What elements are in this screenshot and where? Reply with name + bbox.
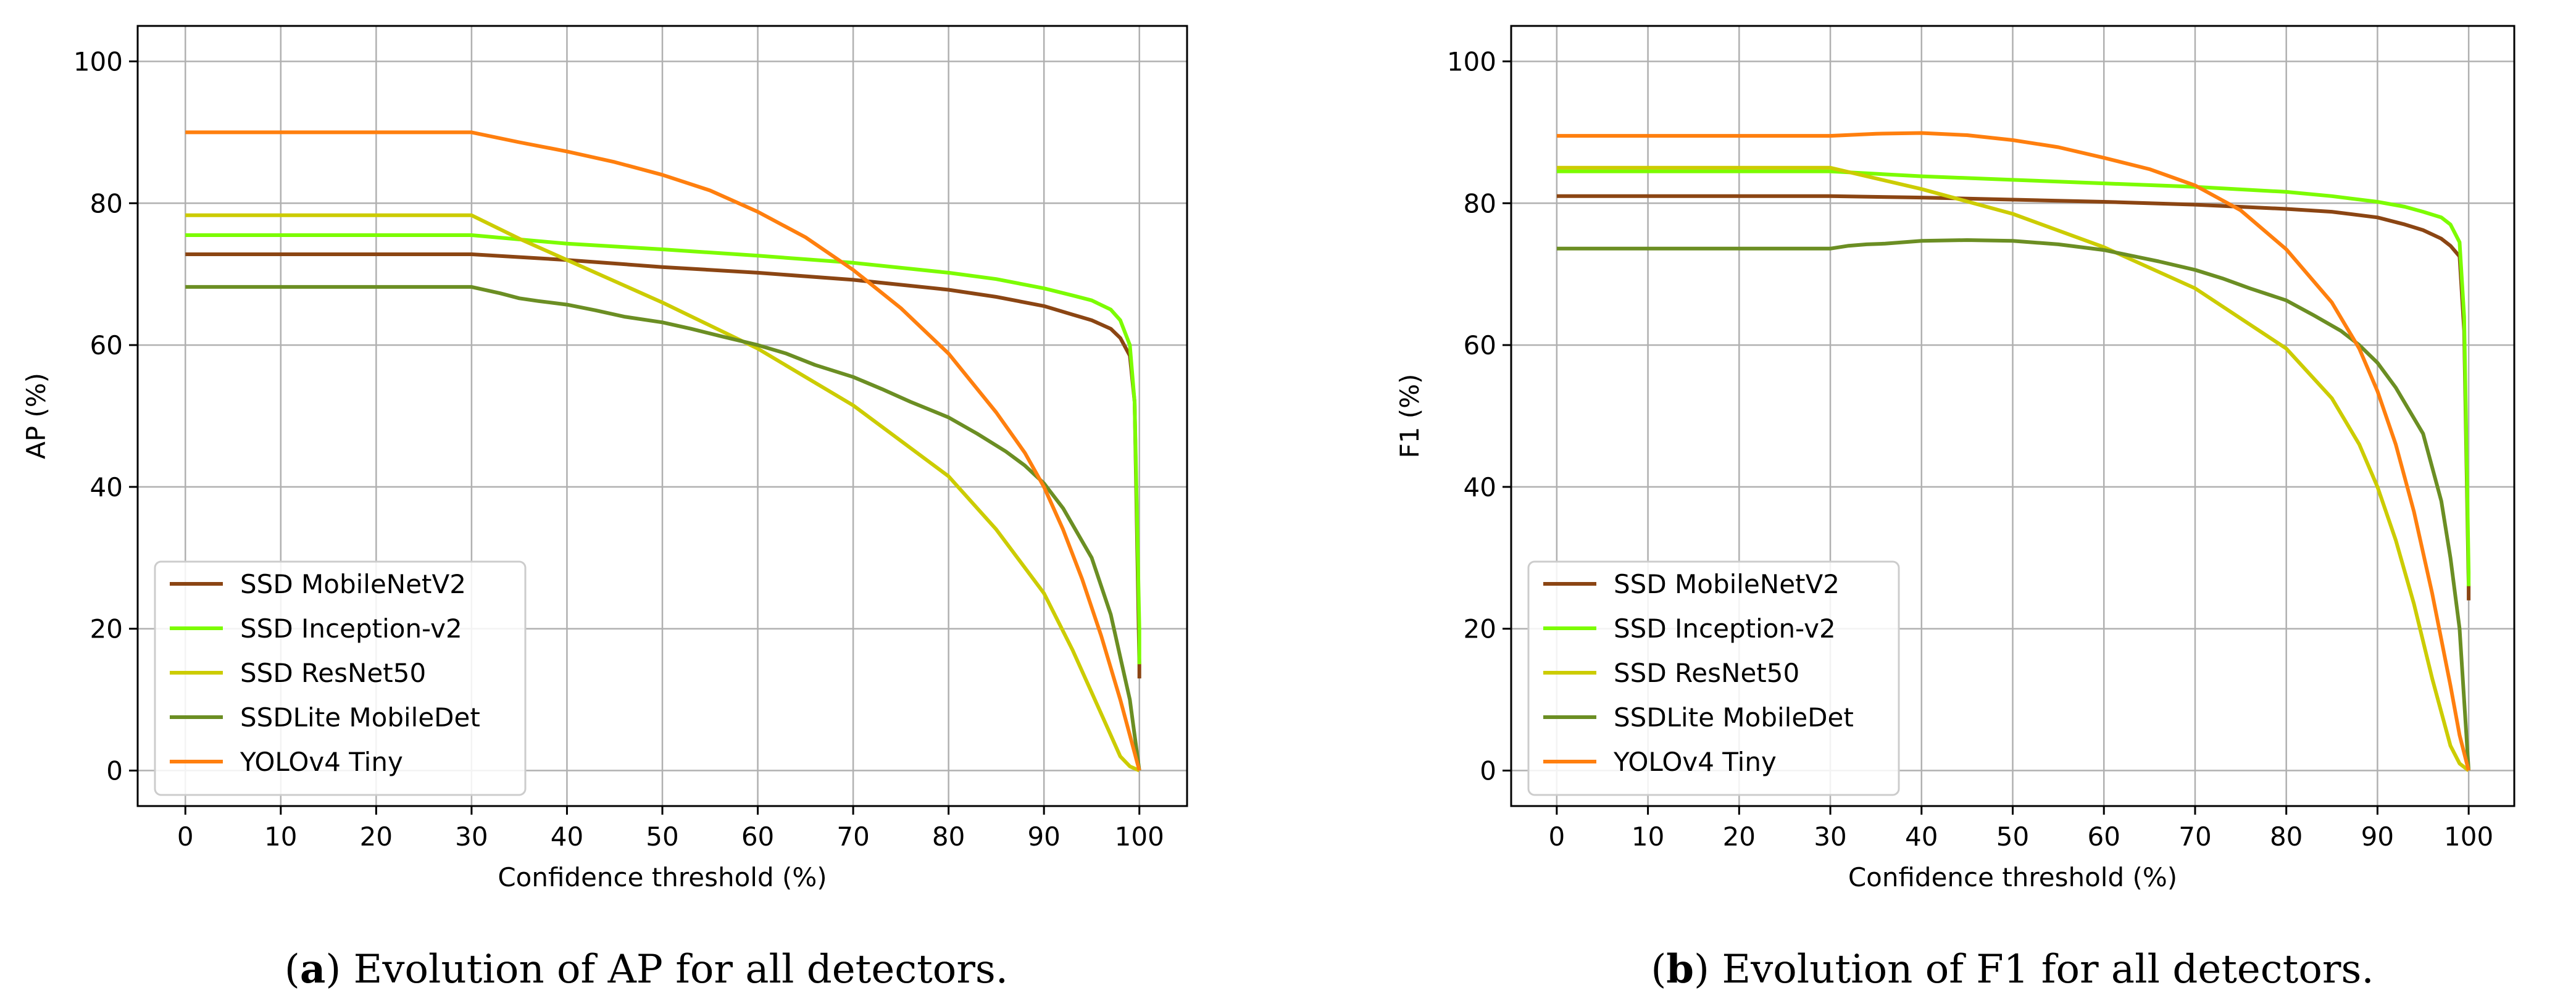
caption-close-paren: ) bbox=[325, 947, 341, 992]
legend: SSD MobileNetV2 SSD Inception-v2 SSD ResNe… bbox=[1527, 560, 1900, 796]
x-axis-label: Confidence threshold (%) bbox=[498, 862, 827, 892]
x-tick-label: 50 bbox=[1996, 821, 2029, 852]
series-line-4 bbox=[1556, 131, 2471, 771]
caption-text: Evolution of AP for all detectors. bbox=[341, 947, 1008, 992]
x-tick-label: 50 bbox=[646, 821, 678, 852]
caption-letter: b bbox=[1666, 946, 1694, 992]
legend-label: SSD ResNet50 bbox=[1614, 658, 1799, 688]
y-tick-label: 100 bbox=[73, 46, 123, 77]
x-tick-label: 0 bbox=[177, 821, 194, 852]
x-tick-label: 20 bbox=[360, 821, 393, 852]
x-tick-label: 30 bbox=[1814, 821, 1846, 852]
x-tick-label: 80 bbox=[2270, 821, 2303, 852]
x-tick-label: 10 bbox=[264, 821, 297, 852]
y-tick-label: 80 bbox=[1464, 188, 1496, 218]
panel-f1: 0 10 20 30 40 50 60 70 80 90 100 0 20 40 60 80 100 Confid… bbox=[1394, 25, 2516, 992]
legend-label: YOLOv4 Tiny bbox=[1613, 747, 1777, 777]
y-axis-label: F1 (%) bbox=[1394, 374, 1425, 459]
y-tick-label: 20 bbox=[1464, 614, 1496, 644]
x-tick-label: 60 bbox=[741, 821, 774, 852]
x-tick-label: 10 bbox=[1632, 821, 1664, 852]
x-tick-label: 20 bbox=[1723, 821, 1756, 852]
y-tick-label: 0 bbox=[106, 756, 123, 786]
x-tick-label: 100 bbox=[2444, 821, 2493, 852]
legend-label: SSD ResNet50 bbox=[240, 658, 426, 688]
series-line-1 bbox=[1556, 169, 2471, 586]
series-line-2 bbox=[1556, 165, 2470, 772]
legend-label: SSD MobileNetV2 bbox=[240, 569, 466, 599]
caption-open-paren: ( bbox=[285, 947, 300, 992]
x-tick-label: 0 bbox=[1548, 821, 1565, 852]
legend-label: SSD Inception-v2 bbox=[1614, 613, 1836, 644]
x-tick-label: 100 bbox=[1115, 821, 1164, 852]
panel-ap: 0 10 20 30 40 50 60 70 80 90 100 0 20 40 60 80 100 Confid… bbox=[21, 25, 1188, 992]
legend-box bbox=[1527, 560, 1900, 796]
series-lines bbox=[185, 130, 1141, 773]
x-tick-label: 60 bbox=[2088, 821, 2120, 852]
legend-label: SSDLite MobileDet bbox=[1614, 702, 1854, 733]
x-tick-label: 90 bbox=[2361, 821, 2394, 852]
x-tick-label: 90 bbox=[1027, 821, 1060, 852]
y-tick-label: 40 bbox=[1464, 472, 1496, 502]
caption-text: Evolution of F1 for all detectors. bbox=[1709, 947, 2374, 992]
series-line-3 bbox=[1556, 238, 2471, 771]
y-tick-label: 20 bbox=[90, 614, 123, 644]
panel-caption: (a) Evolution of AP for all detectors. bbox=[285, 946, 1008, 992]
series-line-3 bbox=[185, 285, 1141, 771]
y-tick-label: 60 bbox=[90, 330, 123, 360]
legend-label: SSD Inception-v2 bbox=[240, 613, 462, 644]
series-line-4 bbox=[185, 130, 1141, 771]
y-tick-label: 40 bbox=[90, 472, 123, 502]
series-line-2 bbox=[185, 213, 1140, 773]
x-tick-label: 40 bbox=[1905, 821, 1938, 852]
series-lines bbox=[1556, 131, 2471, 772]
x-tick-label: 70 bbox=[2178, 821, 2211, 852]
series-line-1 bbox=[185, 233, 1141, 665]
y-tick-label: 100 bbox=[1447, 46, 1496, 77]
y-tick-label: 80 bbox=[90, 188, 123, 218]
legend-label: SSD MobileNetV2 bbox=[1614, 569, 1840, 599]
x-tick-label: 40 bbox=[551, 821, 583, 852]
legend-label: SSDLite MobileDet bbox=[240, 702, 480, 733]
caption-close-paren: ) bbox=[1694, 947, 1709, 992]
panel-caption: (b) Evolution of F1 for all detectors. bbox=[1651, 946, 2374, 992]
y-axis-label: AP (%) bbox=[21, 373, 51, 459]
legend-label: YOLOv4 Tiny bbox=[240, 747, 403, 777]
x-tick-label: 70 bbox=[836, 821, 869, 852]
legend: SSD MobileNetV2 SSD Inception-v2 SSD ResNe… bbox=[154, 560, 527, 796]
x-axis-label: Confidence threshold (%) bbox=[1848, 862, 2177, 892]
y-tick-label: 0 bbox=[1480, 756, 1496, 786]
caption-open-paren: ( bbox=[1651, 947, 1666, 992]
x-tick-label: 80 bbox=[932, 821, 965, 852]
caption-letter: a bbox=[300, 946, 325, 992]
x-tick-label: 30 bbox=[455, 821, 488, 852]
y-tick-label: 60 bbox=[1464, 330, 1496, 360]
legend-box bbox=[154, 560, 527, 796]
